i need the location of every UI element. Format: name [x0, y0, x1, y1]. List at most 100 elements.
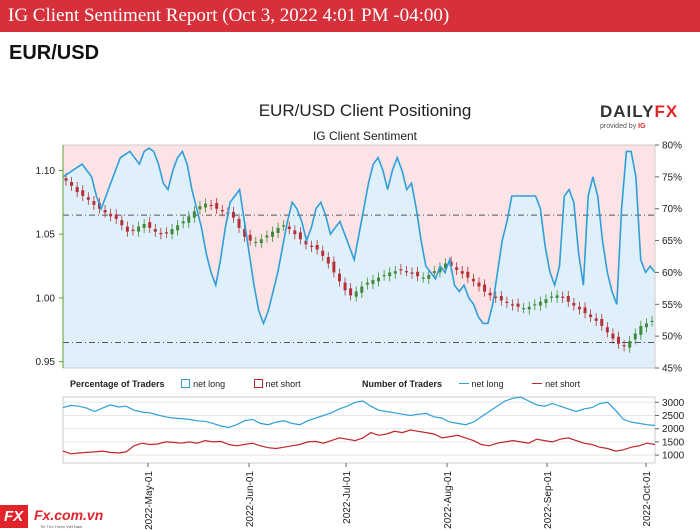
candle-body: [120, 220, 124, 226]
legend-percentage: Percentage of Traders net long net short: [70, 379, 301, 389]
candle-body: [287, 226, 291, 230]
candle-body: [544, 299, 548, 304]
candle-body: [522, 308, 526, 310]
x-tick-label: 2022-Sep-01: [543, 471, 554, 529]
candle-body: [594, 318, 598, 321]
candle-body: [382, 274, 386, 277]
candle-body: [237, 218, 241, 228]
candle-body: [488, 292, 492, 296]
candle-body: [483, 284, 487, 292]
report-banner: IG Client Sentiment Report (Oct 3, 2022 …: [0, 0, 700, 32]
candle-body: [159, 232, 163, 235]
candle-body: [427, 274, 431, 279]
net-long-area: [63, 148, 655, 368]
lower-plot-frame: [62, 396, 656, 464]
fx-com-vn-logo: FX Fx.com.vn Tin Tức Forex Việt Nam: [0, 505, 130, 530]
legend-pct-short: net short: [253, 379, 301, 389]
candle-body: [254, 241, 258, 244]
right-tick-label: 55%: [662, 300, 682, 311]
candle-body: [577, 306, 581, 310]
currency-pair-title: EUR/USD: [9, 42, 100, 64]
candle-body: [555, 295, 559, 298]
legend-line-short: [532, 383, 543, 384]
logo-sub-text: provided by: [600, 123, 637, 130]
candle-body: [628, 341, 632, 348]
candle-body: [471, 278, 475, 282]
logo-wordmark: DAILYFX: [600, 102, 677, 122]
candle-body: [243, 229, 247, 237]
candle-body: [438, 267, 442, 273]
candle-body: [148, 222, 152, 228]
candle-body: [276, 227, 280, 233]
left-tick-label: 1.00: [36, 293, 56, 304]
logo-text: DAILY: [600, 102, 655, 121]
net-short-count-line: [62, 429, 656, 455]
fx-tagline: Tin Tức Forex Việt Nam: [40, 524, 83, 529]
candle-body: [583, 307, 587, 314]
candle-body: [131, 229, 135, 231]
candle-body: [371, 280, 375, 284]
candle-body: [538, 301, 542, 306]
candle-body: [215, 202, 219, 209]
legend-pct-long-label: net long: [193, 379, 226, 389]
legend-num-short: net short: [532, 379, 580, 389]
fx-url: Fx.com.vn: [34, 507, 104, 523]
lower-tick-label: 2500: [662, 411, 685, 422]
logo-sub-accent: IG: [638, 123, 646, 130]
candle-body: [566, 296, 570, 302]
candle-body: [399, 269, 403, 271]
candle-body: [192, 211, 196, 218]
logo-accent: FX: [654, 102, 679, 121]
candle-body: [86, 197, 90, 200]
left-tick-label: 0.95: [36, 357, 56, 368]
lower-tick-label: 2000: [662, 424, 685, 435]
legend-percentage-title: Percentage of Traders: [70, 379, 165, 389]
candle-body: [321, 250, 325, 256]
candle-body: [332, 261, 336, 273]
candle-body: [220, 209, 224, 212]
candle-body: [304, 240, 308, 245]
x-axis: 2022-May-01 2022-Jun-01 2022-Jul-01 2022-Au…: [144, 463, 653, 530]
candle-body: [293, 230, 297, 235]
candle-body: [404, 271, 408, 273]
right-tick-label: 80%: [662, 141, 682, 152]
legend-pct-short-label: net short: [265, 379, 301, 389]
candle-body: [265, 235, 269, 238]
candle-body: [360, 286, 364, 293]
candle-body: [282, 225, 286, 227]
lower-tick-label: 1000: [662, 451, 685, 462]
candle-body: [181, 221, 185, 224]
candle-body: [349, 288, 353, 296]
candle-body: [377, 277, 381, 282]
main-plot: 1.10 1.05 1.00 0.95 80% 75% 70% 65% 60% 55% 50% 45%: [36, 141, 683, 375]
candle-body: [164, 232, 168, 234]
candle-body: [455, 267, 459, 270]
candle-body: [633, 333, 637, 340]
candle-body: [444, 263, 448, 269]
candle-body: [198, 206, 202, 210]
left-tick-label: 1.05: [36, 230, 56, 241]
candle-body: [137, 226, 141, 232]
dailyfx-logo: DAILYFX provided by IG: [600, 102, 677, 130]
x-tick-label: 2022-May-01: [144, 471, 155, 530]
candle-body: [622, 345, 626, 347]
chart-subtitle: IG Client Sentiment: [312, 129, 418, 143]
candle-body: [605, 327, 609, 333]
candle-body: [343, 282, 347, 291]
candle-body: [365, 282, 369, 285]
candle-body: [315, 245, 319, 250]
candle-body: [81, 190, 85, 196]
candle-body: [644, 323, 648, 328]
right-tick-label: 75%: [662, 172, 682, 183]
legend-num-short-label: net short: [545, 379, 581, 389]
candle-body: [170, 229, 174, 235]
candle-body: [416, 271, 420, 277]
legend-number: Number of Traders net long net short: [362, 379, 580, 389]
candle-body: [75, 187, 79, 193]
candle-body: [432, 271, 436, 274]
right-tick-label: 60%: [662, 268, 682, 279]
candle-body: [64, 178, 68, 181]
candle-body: [494, 296, 498, 298]
x-tick-label: 2022-Jun-01: [245, 471, 256, 528]
candle-body: [176, 225, 180, 231]
